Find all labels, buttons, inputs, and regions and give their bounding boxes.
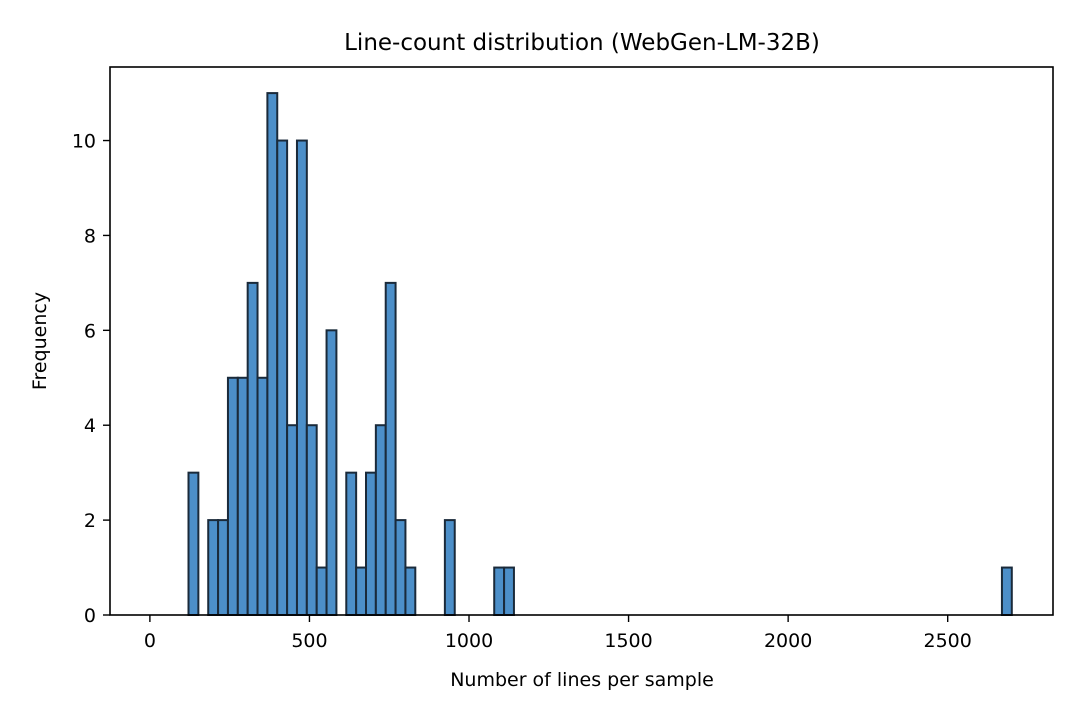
x-tick-label-3: 1500 (604, 630, 652, 652)
y-tick-label-3: 6 (84, 320, 96, 342)
histogram-bar-2 (217, 519, 229, 616)
histogram-bar-0 (187, 471, 200, 616)
histogram-bar-6 (256, 376, 269, 616)
x-tick-label-5: 2500 (924, 630, 972, 652)
histogram-bar-5 (246, 281, 259, 616)
y-axis-label: Frequency (29, 292, 51, 390)
histogram-bar-19 (394, 519, 407, 616)
y-tick-label-2: 4 (84, 415, 96, 437)
histogram-bar-8 (276, 139, 289, 616)
histogram-bar-18 (384, 281, 397, 616)
y-axis-ticks: 0 2 4 6 8 10 (72, 131, 110, 627)
histogram-bar-9 (286, 424, 298, 616)
histogram-bar-14 (345, 471, 358, 616)
x-tick-label-4: 2000 (764, 630, 812, 652)
histogram-bar-17 (374, 424, 387, 616)
x-tick-label-0: 0 (144, 630, 156, 652)
histogram-bar-16 (365, 471, 377, 616)
histogram-bars (187, 92, 1013, 617)
x-axis-label: Number of lines per sample (450, 669, 714, 691)
histogram-bar-12 (315, 566, 328, 616)
y-tick-label-1: 2 (84, 510, 96, 532)
histogram-bar-20 (404, 566, 417, 616)
y-tick-label-4: 8 (84, 225, 96, 247)
chart-title: Line-count distribution (WebGen-LM-32B) (344, 30, 820, 56)
histogram-bar-15 (355, 566, 368, 616)
histogram-bar-13 (325, 329, 338, 616)
histogram-bar-1 (207, 519, 220, 616)
x-tick-label-1: 500 (291, 630, 327, 652)
plot-area-frame (109, 66, 1054, 616)
y-tick-label-0: 0 (84, 605, 96, 627)
x-tick-label-2: 1000 (445, 630, 493, 652)
histogram-bar-3 (226, 376, 239, 616)
histogram-bar-10 (295, 139, 308, 616)
y-tick-label-5: 10 (72, 131, 96, 153)
histogram-bar-23 (503, 566, 515, 616)
histogram-bar-22 (493, 566, 506, 616)
x-axis-ticks: 0 500 1000 1500 2000 2500 (144, 615, 972, 652)
histogram-bar-11 (305, 424, 318, 616)
histogram-bar-24 (1000, 566, 1013, 616)
histogram-bar-7 (266, 92, 279, 617)
histogram-bar-4 (236, 376, 249, 616)
histogram-bar-21 (443, 519, 456, 616)
